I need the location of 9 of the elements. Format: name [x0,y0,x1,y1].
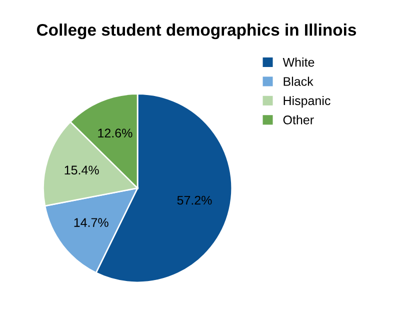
data-label: 14.7% [74,218,108,227]
data-label: 57.2% [177,196,212,205]
legend-label: White [282,58,314,67]
data-label: 12.6% [98,128,132,138]
data-label: 15.4% [64,166,99,175]
legend-label: Black [284,76,314,86]
legend-label: Other [283,115,314,124]
legend-label: Hispanic [284,96,330,108]
chart-title: College student demographics in Illinois [36,24,356,40]
